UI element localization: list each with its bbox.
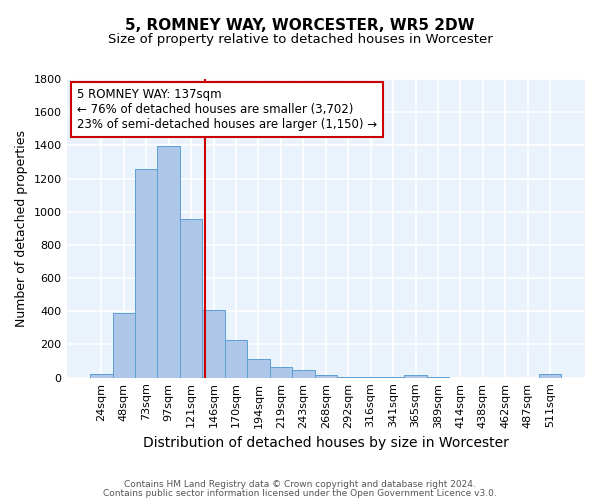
Bar [427,377,449,378]
Bar [269,367,292,378]
Y-axis label: Number of detached properties: Number of detached properties [15,130,28,327]
Bar [292,370,314,378]
Bar [337,377,359,378]
Bar [113,313,135,378]
Bar [404,375,427,378]
Bar [247,360,269,378]
Bar [539,374,562,378]
Text: 5 ROMNEY WAY: 137sqm
← 76% of detached houses are smaller (3,702)
23% of semi-de: 5 ROMNEY WAY: 137sqm ← 76% of detached h… [77,88,377,131]
Text: 5, ROMNEY WAY, WORCESTER, WR5 2DW: 5, ROMNEY WAY, WORCESTER, WR5 2DW [125,18,475,32]
X-axis label: Distribution of detached houses by size in Worcester: Distribution of detached houses by size … [143,436,509,450]
Bar [180,219,202,378]
Text: Contains public sector information licensed under the Open Government Licence v3: Contains public sector information licen… [103,488,497,498]
Bar [359,377,382,378]
Bar [135,168,157,378]
Bar [202,310,225,378]
Bar [225,340,247,378]
Text: Size of property relative to detached houses in Worcester: Size of property relative to detached ho… [107,32,493,46]
Bar [90,374,113,378]
Text: Contains HM Land Registry data © Crown copyright and database right 2024.: Contains HM Land Registry data © Crown c… [124,480,476,489]
Bar [157,146,180,378]
Bar [314,375,337,378]
Bar [382,377,404,378]
